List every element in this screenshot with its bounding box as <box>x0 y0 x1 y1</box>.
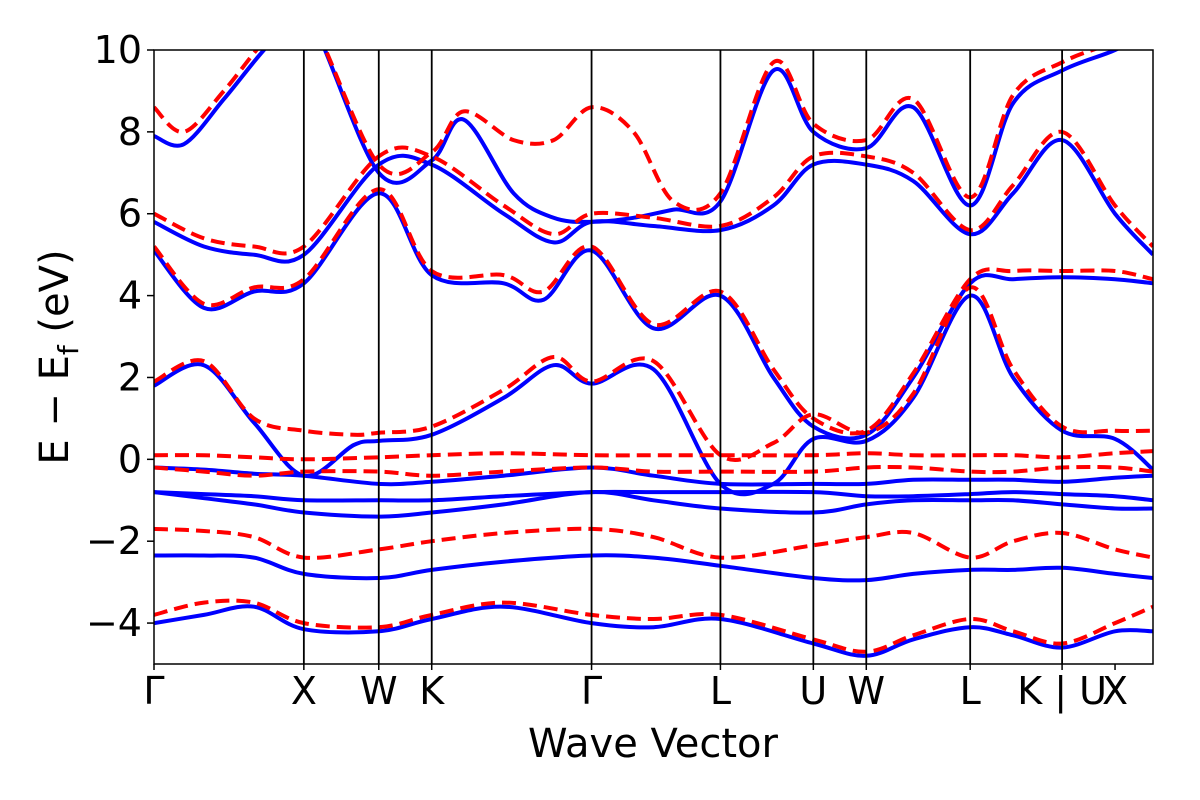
high-symmetry-lines <box>302 50 1063 664</box>
red-dashed-band-14 <box>154 285 1153 462</box>
y-tick-label: 0 <box>118 437 142 481</box>
x-tick-label: Γ <box>143 669 164 713</box>
x-tick-label: K <box>419 669 445 713</box>
y-tick-label: 10 <box>94 28 142 72</box>
y-tick-label: −4 <box>86 601 142 645</box>
x-tick-label: W <box>360 669 398 713</box>
y-axis-label-main: E − E <box>32 355 78 465</box>
y-tick-label: −2 <box>86 519 142 563</box>
x-tick-label: L <box>960 669 981 713</box>
y-axis-label-subscript: f <box>52 344 85 355</box>
y-axis-label: E − Ef (eV) <box>32 249 85 464</box>
x-tick-label: L <box>710 669 731 713</box>
y-axis-ticks: −4 −2 0 2 4 6 8 10 <box>86 28 154 645</box>
x-tick-label: Γ <box>581 669 602 713</box>
blue-solid-band-6 <box>154 293 1153 497</box>
y-tick-label: 6 <box>118 192 142 236</box>
x-tick-label: K | U <box>1017 669 1107 714</box>
red-dashed-band-16 <box>154 129 1153 256</box>
y-tick-label: 2 <box>118 355 142 399</box>
y-axis-label-unit: (eV) <box>32 249 78 345</box>
red-dashed-band-17 <box>154 50 1099 212</box>
blue-solid-band-8 <box>154 138 1153 264</box>
blue-solid-band-7 <box>154 191 1153 441</box>
red-dashed-band-15 <box>154 187 1153 436</box>
x-tick-label: U <box>799 669 827 713</box>
x-tick-label: W <box>847 669 885 713</box>
y-tick-label: 8 <box>118 110 142 154</box>
x-tick-label: X <box>291 669 317 713</box>
x-tick-label: X <box>1102 669 1128 713</box>
y-tick-label: 4 <box>118 274 142 318</box>
plot-frame <box>153 49 1154 665</box>
x-axis-label: Wave Vector <box>528 721 779 767</box>
